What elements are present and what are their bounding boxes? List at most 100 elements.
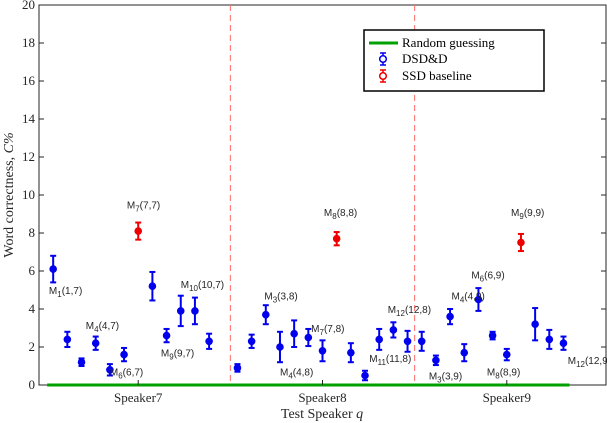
marker: [361, 371, 369, 380]
dsd-point: [77, 357, 86, 367]
dsd-point: [446, 308, 454, 326]
dsd-point: [361, 369, 369, 382]
legend-dsd-swatch: [378, 52, 388, 66]
marker: [474, 295, 483, 304]
marker: [460, 348, 469, 357]
dsd-point: [403, 329, 412, 353]
marker: [49, 265, 57, 273]
legend-box: [363, 29, 545, 92]
dsd-point: [559, 335, 568, 351]
marker: [205, 337, 213, 346]
marker: [134, 227, 143, 235]
y-tick-label: 8: [29, 225, 36, 240]
y-tick-label: 16: [22, 73, 36, 88]
point-annotation: M12(12,8): [388, 305, 431, 318]
y-axis-ticks: 0 2 4 6 8 10 12 14 16 18 20: [22, 0, 606, 392]
y-tick-label: 12: [22, 149, 35, 164]
ssd-point: [517, 232, 525, 253]
marker: [148, 282, 157, 291]
marker: [559, 339, 568, 348]
legend-marker: [378, 71, 388, 81]
marker: [389, 326, 398, 334]
dsd-point: [176, 294, 185, 328]
marker: [290, 329, 298, 338]
dsd-point: [91, 335, 100, 351]
y-tick-label: 0: [29, 377, 36, 392]
y-tick-label: 10: [22, 187, 35, 202]
marker: [417, 337, 426, 346]
dsd-point: [247, 333, 256, 349]
dsd-point: [290, 319, 298, 348]
y-axis-label-text: Word correctness,: [2, 153, 17, 257]
dsd-point: [233, 363, 242, 373]
x-tick-label: Speaker8: [298, 390, 346, 405]
y-tick-label: 20: [22, 0, 35, 12]
x-tick-label: Speaker9: [483, 390, 531, 405]
y-tick-label: 18: [22, 35, 35, 50]
dsd-point: [205, 332, 213, 350]
dsd-point: [148, 270, 157, 302]
dsd-point: [49, 254, 57, 284]
x-tick-label: Speaker7: [114, 390, 163, 405]
ssd-point: [332, 231, 341, 247]
legend-marker: [378, 54, 388, 64]
marker: [77, 358, 86, 367]
marker: [375, 335, 384, 344]
marker: [91, 339, 100, 348]
point-annotation: M6(6,7): [110, 368, 143, 381]
y-axis-label: Word correctness, C%: [2, 132, 17, 257]
dsd-point: [347, 342, 355, 364]
point-annotation: M8(8,9): [487, 368, 520, 381]
point-annotation: M4(4,7): [86, 321, 119, 334]
marker: [488, 331, 497, 340]
marker: [162, 331, 171, 340]
x-axis-label-variable: q: [356, 407, 363, 422]
dsd-point: [389, 321, 398, 339]
x-axis-ticks: Speaker7 Speaker8 Speaker9: [114, 380, 531, 405]
marker: [432, 356, 440, 365]
marker: [332, 234, 341, 243]
point-annotation: M7(7,8): [311, 324, 344, 337]
marker: [191, 307, 199, 315]
point-annotations: M1(1,7) M4(4,7) M6(6,7) M7(7,7) M10(10,7) M9(…: [49, 200, 607, 384]
point-annotation: M4(4,8): [280, 368, 313, 381]
marker: [545, 335, 554, 344]
dsd-point: [120, 346, 128, 363]
dsd-point: [460, 343, 469, 363]
point-annotation: M11(11,8): [369, 354, 411, 367]
dsd-point: [304, 327, 313, 348]
marker: [233, 364, 242, 372]
marker: [176, 307, 185, 315]
marker: [106, 366, 114, 374]
dsd-point: [502, 347, 511, 362]
point-annotation: M7(7,7): [127, 200, 160, 213]
point-annotation: M9(9,9): [511, 208, 544, 221]
marker: [63, 335, 72, 344]
point-annotation: M3(3,8): [264, 292, 297, 305]
x-axis-label-text: Test Speaker: [281, 407, 353, 422]
dsd-point: [276, 330, 284, 364]
dsd-point: [162, 327, 171, 344]
marker: [531, 320, 539, 329]
y-axis-label-variable: C%: [2, 132, 17, 153]
marker: [318, 347, 327, 355]
point-annotation: M4(4,9): [451, 292, 484, 305]
dsd-point: [318, 339, 327, 363]
marker: [304, 333, 313, 342]
point-annotation: M3(3,9): [429, 371, 462, 384]
data-points: [49, 221, 568, 382]
dsd-point: [63, 330, 72, 348]
marker: [262, 310, 270, 319]
marker: [276, 343, 284, 351]
point-annotation: M8(8,8): [324, 208, 357, 221]
legend-ssd-label: SSD baseline: [402, 68, 472, 83]
x-axis-label: Test Speaker q: [281, 407, 363, 422]
marker: [120, 350, 128, 359]
y-tick-label: 6: [29, 263, 36, 278]
marker: [347, 348, 355, 357]
dsd-point: [432, 354, 440, 367]
marker: [247, 337, 256, 346]
point-annotation: M10(10,7): [181, 280, 224, 293]
dsd-point: [531, 307, 539, 342]
